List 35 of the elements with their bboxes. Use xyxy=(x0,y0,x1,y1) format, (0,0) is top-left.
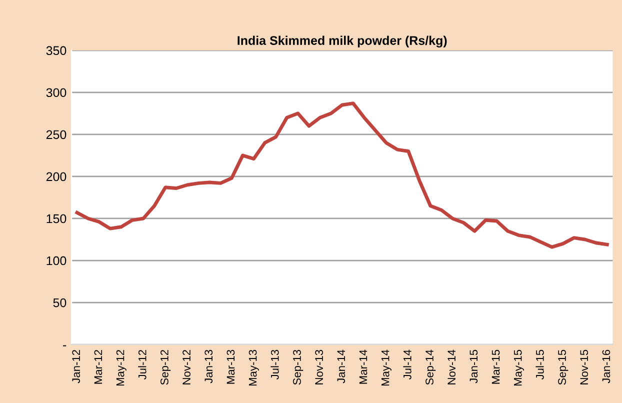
x-tick-label: Mar-14 xyxy=(359,350,368,384)
x-tick-label: Sep-14 xyxy=(426,350,436,385)
x-tick-label: Sep-13 xyxy=(293,350,304,385)
x-tick-label: Jan-13 xyxy=(204,350,213,384)
x-tick-label: Nov-12 xyxy=(182,350,190,384)
y-tick-label: 350 xyxy=(46,46,66,56)
y-tick-label: 50 xyxy=(53,298,66,308)
x-tick-label: Nov-14 xyxy=(448,350,456,384)
x-tick-label: Jan-14 xyxy=(337,350,346,384)
x-tick-label: Sep-15 xyxy=(558,350,568,385)
x-tick-label: Jan-16 xyxy=(602,350,610,384)
x-tick-label: Sep-12 xyxy=(160,350,171,385)
y-tick-label: 300 xyxy=(46,88,66,98)
chart-title: India Skimmed milk powder (Rs/kg) xyxy=(238,36,447,48)
x-tick-label: Jul-12 xyxy=(138,350,146,380)
x-tick-label: May-14 xyxy=(382,350,392,386)
x-tick-label: Jul-14 xyxy=(403,350,412,380)
y-tick-label: 250 xyxy=(46,130,66,140)
x-tick-label: Mar-15 xyxy=(492,350,500,384)
x-tick-label: Jan-15 xyxy=(470,350,478,384)
y-tick-label: 150 xyxy=(46,214,66,224)
x-tick-label: Nov-15 xyxy=(580,350,588,384)
y-tick-label: 200 xyxy=(46,172,66,182)
x-tick-label: Mar-13 xyxy=(226,350,235,384)
x-tick-label: May-15 xyxy=(514,350,524,386)
x-tick-label: Jul-15 xyxy=(536,350,544,380)
x-tick-label: Nov-13 xyxy=(315,350,323,384)
x-tick-label: Jan-12 xyxy=(72,350,80,384)
y-tick-label: - xyxy=(63,345,66,346)
line-series xyxy=(75,102,609,249)
x-tick-label: Jul-13 xyxy=(270,350,279,380)
x-tick-label: May-12 xyxy=(116,350,126,386)
y-tick-label: 100 xyxy=(46,256,66,266)
x-tick-label: Mar-12 xyxy=(94,350,102,384)
x-tick-label: May-13 xyxy=(248,350,259,386)
